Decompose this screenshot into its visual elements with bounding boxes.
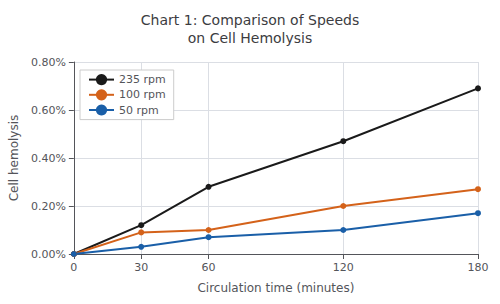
svg-text:100 rpm: 100 rpm [119,88,166,101]
svg-text:Chart 1: Comparison of Speeds: Chart 1: Comparison of Speeds [141,12,359,28]
svg-text:30: 30 [134,261,148,274]
svg-text:0.00%: 0.00% [31,248,66,261]
svg-text:235 rpm: 235 rpm [119,73,166,86]
svg-text:120: 120 [333,261,354,274]
svg-text:0.80%: 0.80% [31,56,66,69]
svg-text:0.40%: 0.40% [31,152,66,165]
svg-text:60: 60 [202,261,216,274]
svg-text:50 rpm: 50 rpm [119,104,159,117]
svg-text:on Cell Hemolysis: on Cell Hemolysis [188,30,313,46]
svg-text:0: 0 [70,261,77,274]
svg-text:0.20%: 0.20% [31,200,66,213]
svg-text:180: 180 [468,261,489,274]
svg-text:0.60%: 0.60% [31,104,66,117]
svg-text:Circulation time (minutes): Circulation time (minutes) [197,281,354,295]
svg-text:Cell hemolysis: Cell hemolysis [7,115,21,202]
